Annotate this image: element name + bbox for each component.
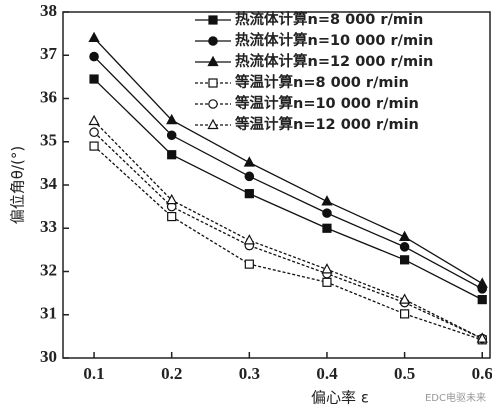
y-tick-label: 36 — [40, 87, 57, 106]
marker — [89, 127, 99, 138]
y-tick-label: 31 — [40, 304, 57, 323]
legend-label: 热流体计算n=12 000 r/min — [235, 52, 433, 70]
marker — [321, 263, 333, 274]
x-tick-label: 0.2 — [161, 364, 182, 383]
x-axis-label: 偏心率 ε — [311, 389, 369, 407]
legend-label: 等温计算n=8 000 r/min — [235, 73, 409, 91]
legend-marker — [208, 99, 218, 109]
marker — [244, 171, 255, 182]
marker — [400, 309, 410, 319]
marker — [476, 277, 488, 288]
x-tick-label: 0.4 — [316, 364, 338, 383]
y-tick-label: 35 — [40, 131, 57, 150]
x-tick-label: 0.1 — [83, 364, 104, 383]
marker — [88, 31, 100, 43]
marker — [400, 255, 410, 265]
y-axis-label: 偏位角θ/(°) — [9, 146, 27, 224]
marker — [477, 295, 487, 305]
y-tick-label: 38 — [40, 1, 57, 20]
y-tick-label: 30 — [40, 347, 57, 366]
series-line — [93, 131, 483, 340]
legend-marker — [208, 15, 218, 25]
marker — [243, 234, 255, 245]
marker — [89, 74, 99, 84]
legend-label: 等温计算n=10 000 r/min — [235, 94, 419, 112]
legend-marker — [208, 78, 218, 88]
marker — [399, 242, 410, 252]
watermark: EDC电驱未来 — [425, 391, 486, 404]
y-tick-label: 33 — [40, 217, 57, 236]
marker — [166, 193, 178, 205]
marker — [398, 230, 411, 241]
marker — [398, 293, 411, 304]
series-line — [93, 56, 483, 290]
marker — [243, 156, 255, 167]
marker — [244, 189, 254, 199]
marker — [166, 113, 178, 125]
series-line — [93, 120, 483, 340]
marker — [88, 114, 100, 126]
x-tick-label: 0.3 — [239, 364, 260, 383]
y-tick-label: 37 — [40, 44, 58, 63]
legend-marker — [207, 118, 219, 130]
marker — [167, 211, 177, 222]
marker — [322, 208, 332, 218]
series-line — [93, 37, 483, 285]
legend-label: 热流体计算n=8 000 r/min — [235, 10, 423, 28]
marker — [244, 259, 254, 269]
marker — [166, 130, 177, 141]
series-line — [93, 145, 483, 341]
x-tick-label: 0.6 — [472, 364, 492, 383]
legend-marker — [207, 55, 219, 67]
legend-label: 等温计算n=12 000 r/min — [235, 115, 419, 133]
marker — [322, 223, 332, 233]
marker — [89, 141, 99, 151]
legend-marker — [208, 36, 218, 46]
marker — [89, 51, 99, 62]
y-tick-label: 32 — [40, 260, 57, 279]
marker — [322, 277, 332, 287]
marker — [476, 332, 488, 343]
x-tick-label: 0.5 — [394, 364, 415, 383]
marker — [321, 195, 333, 206]
series-line — [93, 78, 483, 301]
legend-label: 热流体计算n=10 000 r/min — [235, 31, 433, 49]
marker — [167, 150, 177, 160]
y-tick-label: 34 — [40, 174, 58, 193]
